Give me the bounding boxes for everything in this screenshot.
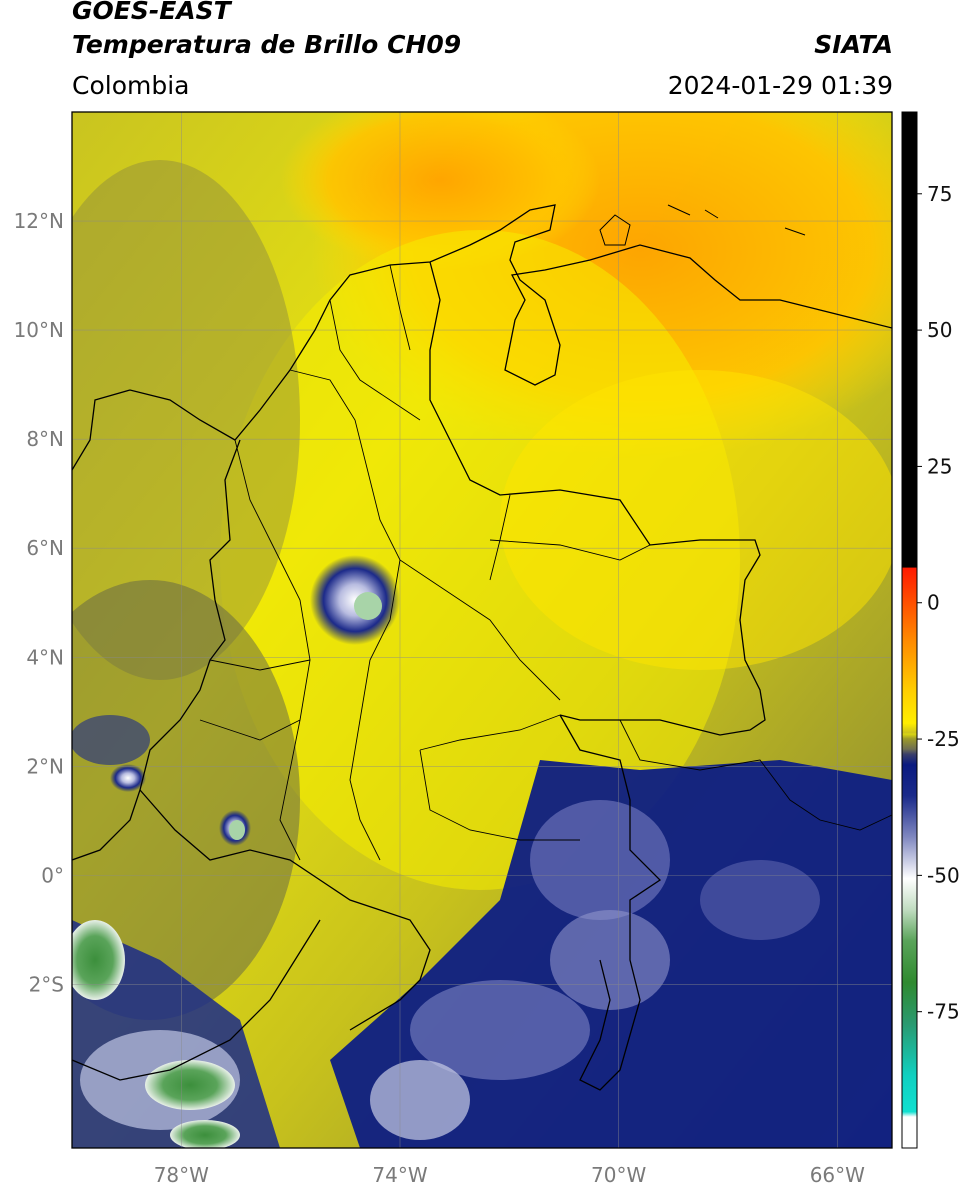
- product-title: Temperatura de Brillo CH09: [72, 30, 462, 59]
- colorbar-tick-label: -25: [927, 727, 960, 751]
- brightness-temperature-field: [72, 112, 892, 1148]
- colorbar: [902, 112, 917, 1148]
- lat-tick-label: 10°N: [14, 318, 64, 342]
- lat-tick-label: 4°N: [26, 645, 64, 669]
- colorbar-tick-label: 75: [927, 182, 952, 206]
- internal-boundary-5: [489, 494, 651, 581]
- lon-tick-label: 66°W: [810, 1163, 865, 1187]
- internal-boundary-6: [329, 264, 421, 421]
- colorbar-ticks: 75 50 25 0 -25 -50 -75: [917, 182, 960, 1024]
- satellite-title: GOES-EAST: [72, 0, 231, 25]
- latitude-ticks: 12°N 10°N 8°N 6°N 4°N 2°N 0° 2°S: [14, 209, 64, 996]
- colorbar-tick-label: 50: [927, 318, 952, 342]
- lon-tick-label: 74°W: [372, 1163, 427, 1187]
- colorbar-tick-label: 0: [927, 591, 940, 615]
- lat-tick-label: 0°: [41, 863, 64, 887]
- colorbar-frame: [901, 111, 918, 1149]
- internal-boundary-8: [619, 719, 892, 831]
- timestamp-label: 2024-01-29 01:39: [667, 71, 893, 100]
- lat-tick-label: 2°N: [26, 754, 64, 778]
- border-peru-ecuador: [72, 919, 321, 1081]
- colorbar-tick-label: 25: [927, 454, 952, 478]
- longitude-ticks: 78°W 74°W 70°W 66°W: [154, 1163, 865, 1187]
- internal-boundary-4: [419, 714, 580, 841]
- agency-label: SIATA: [814, 30, 893, 59]
- coastline-caribbean: [72, 204, 892, 471]
- lon-tick-label: 78°W: [154, 1163, 209, 1187]
- lat-tick-label: 6°N: [26, 536, 64, 560]
- colorbar-tick-label: -50: [927, 863, 960, 887]
- lat-tick-label: 2°S: [29, 972, 64, 996]
- graticule: [72, 112, 892, 1148]
- border-colombia-brazil-peru: [559, 714, 662, 1091]
- border-colombia-ecuador: [139, 789, 431, 1031]
- lon-tick-label: 70°W: [591, 1163, 646, 1187]
- border-colombia-venezuela: [429, 261, 766, 736]
- coastline-pacific: [72, 439, 241, 861]
- island-aruba-curacao: [599, 204, 806, 246]
- region-label: Colombia: [72, 71, 190, 100]
- internal-boundary-3: [349, 559, 401, 861]
- lat-tick-label: 12°N: [14, 209, 64, 233]
- boundaries: [72, 204, 892, 1091]
- map-frame: [71, 111, 893, 1149]
- lat-tick-label: 8°N: [26, 427, 64, 451]
- internal-boundary-7: [199, 659, 311, 741]
- colorbar-tick-label: -75: [927, 1000, 960, 1024]
